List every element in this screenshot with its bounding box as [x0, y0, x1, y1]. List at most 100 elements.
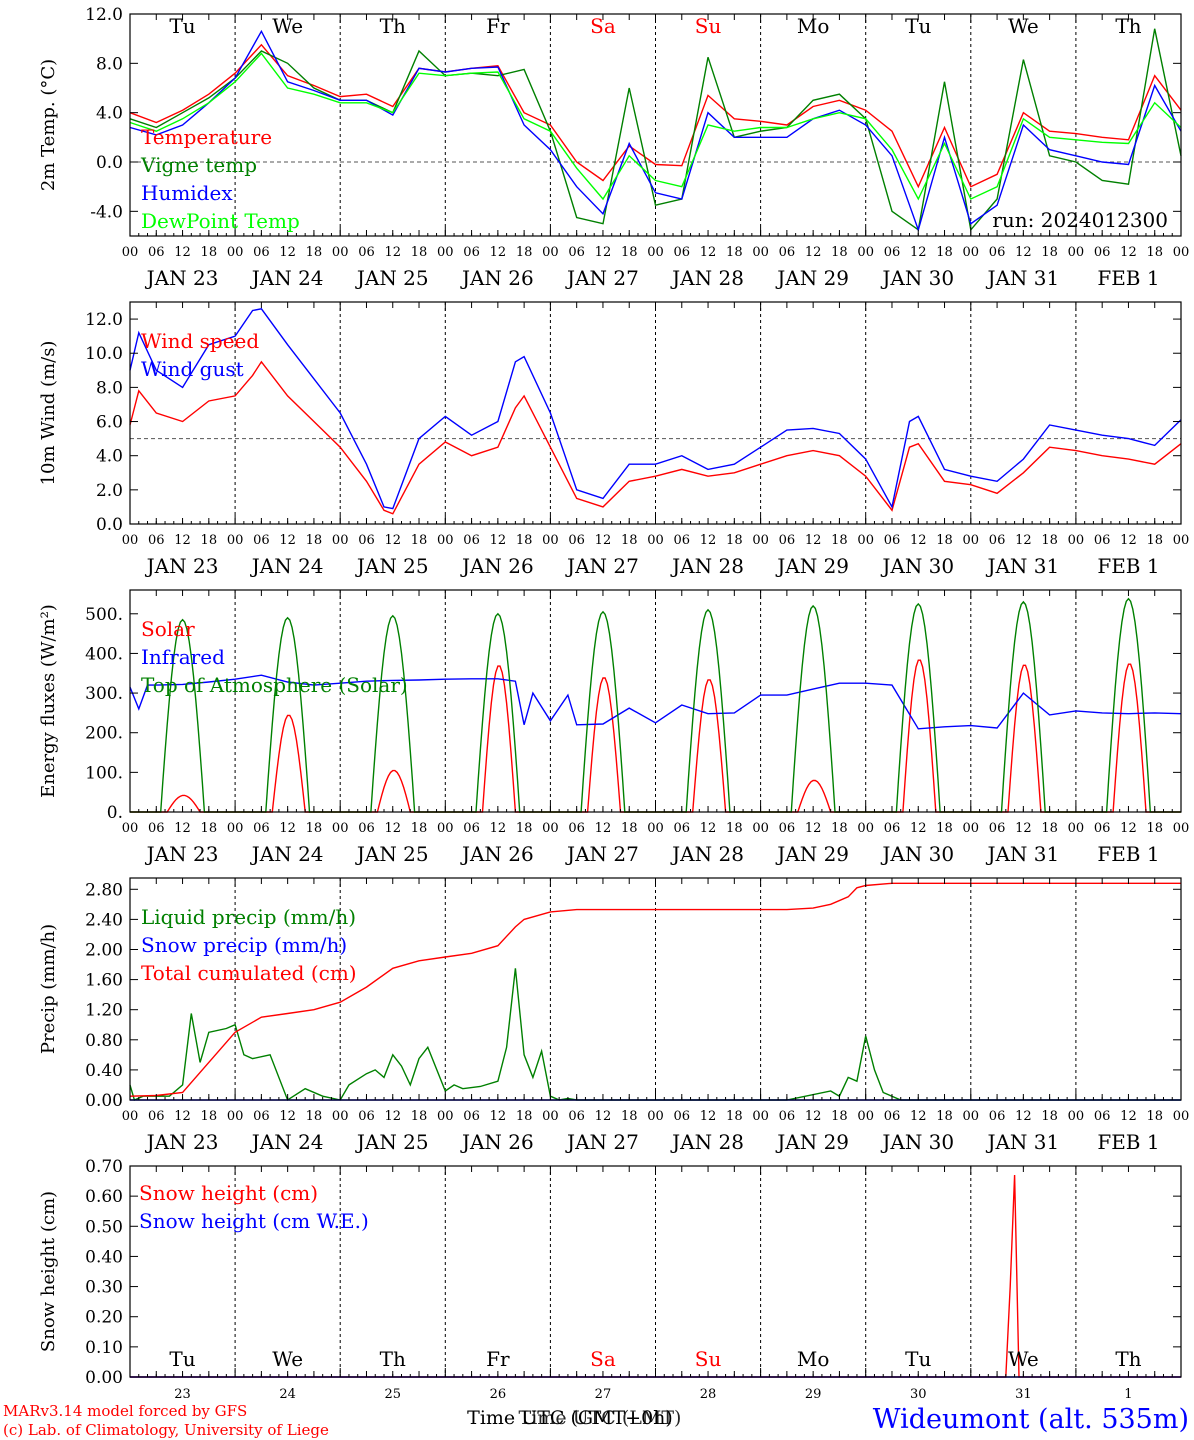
series-line-wind-gust: [129, 308, 1182, 510]
day-name: We: [1008, 14, 1039, 38]
day-name: Th: [380, 14, 406, 38]
hour-label: 18: [1041, 245, 1058, 260]
date-label: JAN 25: [355, 842, 429, 866]
hour-label: 00: [647, 821, 664, 836]
hour-label: 06: [253, 1109, 270, 1124]
hour-label: 00: [542, 245, 559, 260]
hour-label: 00: [752, 533, 769, 548]
hour-label: 00: [122, 533, 139, 548]
y-tick-label: 2.40: [85, 910, 123, 930]
hour-label: 06: [779, 533, 796, 548]
hour-label: 12: [910, 533, 927, 548]
hour-label: 12: [490, 245, 507, 260]
y-tick-label: 0.80: [85, 1031, 123, 1051]
legend-entry: Wind speed: [141, 329, 259, 353]
hour-label: 12: [384, 1109, 401, 1124]
hour-label: 06: [1094, 821, 1111, 836]
series-line-infrared: [129, 674, 1182, 730]
hour-label: 12: [805, 245, 822, 260]
hour-label: 06: [253, 533, 270, 548]
y-tick-label: 0.: [107, 803, 123, 823]
hour-label: 06: [463, 533, 480, 548]
hour-label: 06: [253, 245, 270, 260]
hour-label: 18: [306, 245, 323, 260]
date-label: JAN 29: [775, 842, 849, 866]
station-name: Wideumont (alt. 535m): [873, 1404, 1189, 1435]
hour-label: 00: [437, 821, 454, 836]
hour-label: 12: [1120, 533, 1137, 548]
y-axis-title: 2m Temp. (°C): [38, 59, 59, 191]
date-label: JAN 30: [880, 266, 954, 290]
hour-label: 06: [253, 821, 270, 836]
hour-label: 00: [752, 1109, 769, 1124]
y-tick-label: 200.: [85, 724, 123, 744]
hour-label: 18: [1146, 533, 1163, 548]
date-label: JAN 28: [670, 266, 744, 290]
hour-label: 18: [726, 245, 743, 260]
day-number: 24: [279, 1387, 296, 1402]
day-name: We: [272, 14, 303, 38]
hour-label: 12: [805, 821, 822, 836]
hour-label: 18: [1041, 821, 1058, 836]
day-name: Sa: [590, 1347, 616, 1371]
hour-label: 18: [411, 245, 428, 260]
day-name: Th: [1115, 14, 1141, 38]
day-number: 29: [805, 1387, 822, 1402]
y-tick-label: 4.0: [96, 104, 123, 124]
hour-label: 12: [384, 533, 401, 548]
hour-label: 00: [963, 533, 980, 548]
y-tick-label: 0.0: [96, 153, 123, 173]
hour-label: 06: [148, 245, 165, 260]
date-label: JAN 25: [355, 554, 429, 578]
hour-label: 18: [1146, 1109, 1163, 1124]
legend-entry: Temperature: [141, 125, 272, 149]
hour-label: 00: [122, 821, 139, 836]
y-tick-label: 2.80: [85, 880, 123, 900]
date-label: JAN 29: [775, 554, 849, 578]
series-line-vigne-temp: [129, 28, 1182, 232]
panel-1: [129, 13, 1182, 237]
hour-label: 00: [437, 533, 454, 548]
hour-label: 00: [963, 1109, 980, 1124]
hour-label: 00: [437, 1109, 454, 1124]
hour-label: 18: [831, 533, 848, 548]
date-label: JAN 30: [880, 554, 954, 578]
hour-label: 00: [1068, 533, 1085, 548]
y-tick-label: 8.0: [96, 378, 123, 398]
hour-label: 00: [1173, 1109, 1190, 1124]
hour-label: 06: [989, 1109, 1006, 1124]
hour-label: 00: [227, 821, 244, 836]
day-number: 26: [490, 1387, 507, 1402]
y-axis-title: Precip (mm/h): [38, 924, 59, 1054]
hour-label: 12: [910, 245, 927, 260]
hour-label: 00: [1173, 533, 1190, 548]
legend-entry: Total cumulated (cm): [141, 961, 357, 985]
hour-label: 18: [831, 821, 848, 836]
date-label: JAN 30: [880, 1130, 954, 1154]
hour-label: 12: [595, 1109, 612, 1124]
hour-label: 18: [201, 533, 218, 548]
hour-label: 00: [752, 821, 769, 836]
date-label: JAN 23: [145, 842, 219, 866]
hour-label: 12: [1015, 245, 1032, 260]
panel-2: [129, 301, 1182, 525]
hour-label: 18: [831, 1109, 848, 1124]
y-tick-label: 1.20: [85, 1001, 123, 1021]
hour-label: 00: [647, 245, 664, 260]
day-name: Th: [1115, 1347, 1141, 1371]
hour-label: 18: [516, 533, 533, 548]
day-number: 23: [174, 1387, 191, 1402]
day-number: 30: [910, 1387, 927, 1402]
date-label: JAN 29: [775, 266, 849, 290]
hour-label: 18: [726, 821, 743, 836]
date-label: FEB 1: [1097, 554, 1159, 578]
hour-label: 12: [490, 1109, 507, 1124]
hour-label: 06: [674, 821, 691, 836]
hour-label: 18: [1146, 821, 1163, 836]
date-label: JAN 25: [355, 266, 429, 290]
date-label: JAN 23: [145, 554, 219, 578]
hour-label: 12: [490, 821, 507, 836]
hour-label: 06: [1094, 533, 1111, 548]
hour-label: 00: [647, 533, 664, 548]
hour-label: 12: [279, 245, 296, 260]
